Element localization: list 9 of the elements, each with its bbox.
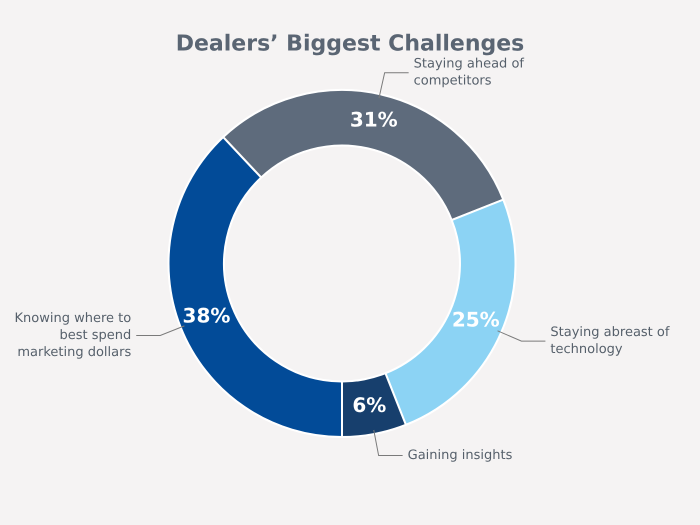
data-label: 31% [350, 107, 398, 132]
slice-label: Gaining insights [408, 448, 513, 463]
slice-label: Staying abreast of technology [550, 325, 670, 358]
data-label: 38% [182, 303, 230, 328]
slice-label: Knowing where to best spend marketing dollars [14, 310, 132, 360]
data-label: 25% [452, 308, 500, 332]
chart-title: Dealers’ Biggest Challenges [176, 32, 524, 57]
slice-label: Staying ahead of competitors [414, 56, 524, 89]
data-label: 6% [352, 392, 386, 417]
